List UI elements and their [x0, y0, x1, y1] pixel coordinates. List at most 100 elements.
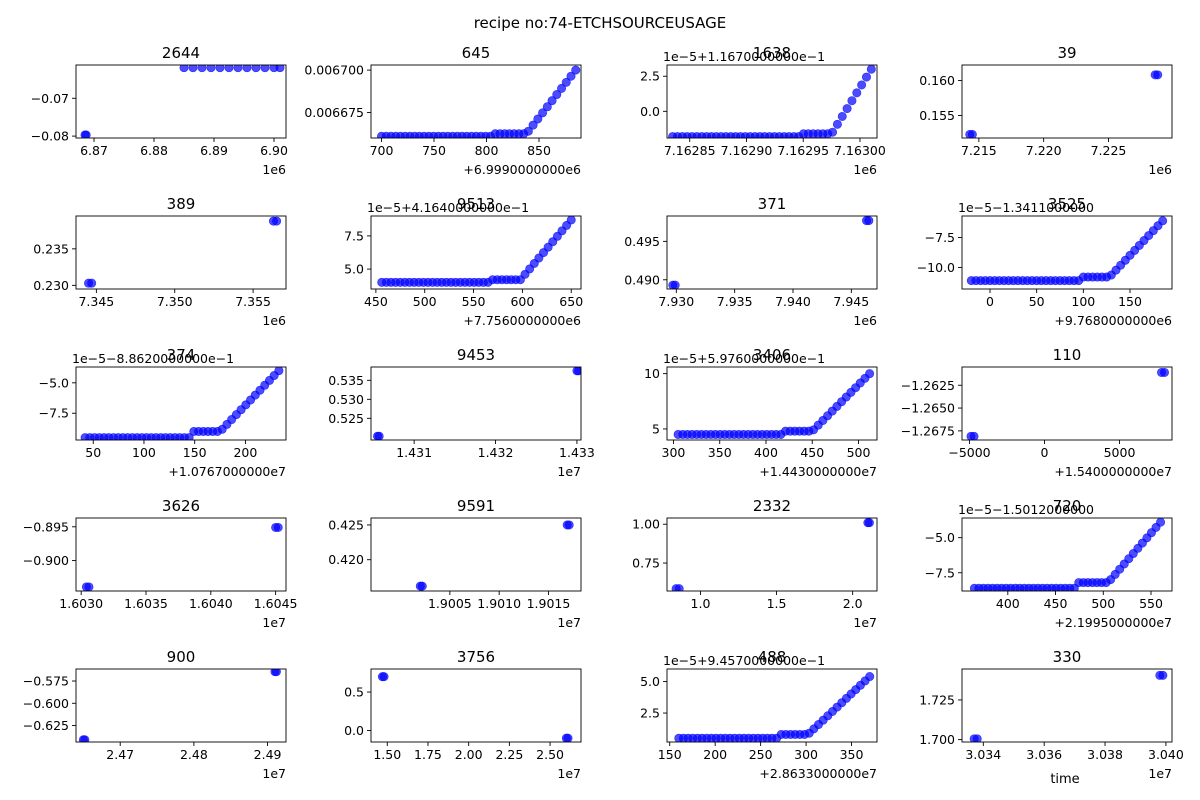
x-tick-label: 3.040 — [1148, 747, 1184, 762]
x-tick-label: 1.6045 — [254, 596, 298, 611]
x-tick-label: 7.16295 — [777, 143, 829, 158]
data-point — [561, 77, 571, 87]
data-point — [864, 216, 874, 226]
data-point — [967, 129, 977, 138]
data-points — [377, 672, 573, 742]
data-points — [84, 216, 282, 288]
data-point — [215, 65, 225, 73]
y-tick-label: −0.625 — [23, 718, 69, 733]
plot-frame — [370, 366, 582, 441]
x-tick-label: 3.036 — [1026, 747, 1062, 762]
x-offset-label: 1e6 — [853, 313, 877, 328]
y-tick-label: 0.0 — [640, 104, 660, 119]
y-tick-label: −0.07 — [31, 91, 69, 106]
data-point — [528, 120, 538, 130]
x-tick-label: 7.16285 — [664, 143, 716, 158]
data-point — [87, 278, 97, 288]
subplot-title: 9591 — [457, 497, 495, 515]
y-tick-label: 5.0 — [344, 262, 364, 277]
subplot-title: 371 — [758, 195, 787, 213]
subplot-title: 374 — [167, 346, 196, 364]
data-point — [566, 71, 576, 81]
y-tick-label: −7.5 — [925, 565, 955, 580]
x-tick-label: 150 — [658, 747, 682, 762]
y-tick-label: −7.5 — [39, 406, 69, 421]
x-tick-label: 300 — [662, 445, 686, 460]
subplot-title: 720 — [1053, 497, 1082, 515]
y-tick-label: 0.490 — [624, 272, 660, 287]
subplot-title: 2332 — [753, 497, 791, 515]
plot-frame — [961, 668, 1173, 743]
plot-frame — [666, 215, 878, 290]
x-tick-label: 7.225 — [1091, 143, 1127, 158]
x-tick-label: 1.0 — [691, 596, 711, 611]
subplot-title: 110 — [1053, 346, 1082, 364]
x-tick-label: 7.930 — [658, 294, 694, 309]
x-tick-label: 2.48 — [180, 747, 208, 762]
x-offset-label: 1e7 — [1148, 766, 1172, 781]
data-point — [861, 72, 871, 82]
x-tick-label: 50 — [85, 445, 101, 460]
x-tick-label: 2.0 — [843, 596, 863, 611]
data-points — [966, 216, 1168, 286]
subplot-title: 900 — [167, 648, 196, 666]
x-tick-label: 300 — [794, 747, 818, 762]
subplot-3756: 3756 1.50 1.75 2.00 2.25 2.50 0.5 0.0 1e7 — [344, 648, 582, 781]
x-tick-label: 500 — [1091, 596, 1115, 611]
data-point — [84, 582, 94, 591]
x-tick-label: 1.6030 — [59, 596, 103, 611]
x-offset-label: 1e6 — [1148, 162, 1172, 177]
x-tick-label: 7.345 — [78, 294, 114, 309]
plot-frame — [666, 64, 878, 139]
plot-frame — [961, 215, 1173, 290]
data-points — [668, 216, 874, 289]
x-offset-label: 1e6 — [262, 162, 286, 177]
y-offset-label: 1e−5+1.1670000000e−1 — [663, 49, 825, 64]
data-point — [563, 733, 573, 742]
data-point — [533, 114, 543, 124]
plot-frame — [75, 215, 287, 290]
data-points — [373, 367, 581, 440]
x-tick-label: 2.47 — [106, 747, 134, 762]
x-tick-label: 750 — [422, 143, 446, 158]
data-point — [1160, 367, 1170, 377]
x-tick-label: 1.9015 — [527, 596, 571, 611]
subplot-title: 3525 — [1048, 195, 1086, 213]
data-point — [670, 280, 680, 289]
x-tick-label: 6.88 — [140, 143, 168, 158]
plot-frame — [75, 517, 287, 592]
x-offset-label: 1e7 — [262, 766, 286, 781]
data-point — [571, 65, 581, 75]
x-tick-label: 500 — [413, 294, 437, 309]
y-tick-label: 0.5 — [344, 685, 364, 700]
x-tick-label: 50 — [1029, 294, 1045, 309]
data-point — [1153, 70, 1163, 80]
x-tick-label: 0 — [1041, 445, 1049, 460]
data-point — [273, 522, 283, 532]
x-offset-label: 1e6 — [262, 313, 286, 328]
x-tick-label: 250 — [749, 747, 773, 762]
subplot-110: 110 −5000 0 5000 −1.2625 −1.2650 −1.2675 +1.540… — [901, 346, 1173, 479]
x-tick-label: 5000 — [1104, 445, 1136, 460]
y-tick-label: 0.425 — [328, 517, 364, 532]
y-tick-label: 5 — [652, 421, 660, 436]
x-tick-label: 600 — [510, 294, 534, 309]
x-tick-label: 3.038 — [1087, 747, 1123, 762]
data-point — [1158, 216, 1168, 226]
data-points — [377, 216, 576, 287]
x-tick-label: 6.89 — [200, 143, 228, 158]
x-tick-label: 7.16290 — [721, 143, 773, 158]
x-tick-label: −5000 — [948, 445, 990, 460]
x-tick-label: 1.50 — [373, 747, 401, 762]
y-tick-label: 0.160 — [919, 73, 955, 88]
x-tick-label: 550 — [1139, 596, 1163, 611]
x-offset-label: 1e7 — [557, 615, 581, 630]
data-point — [866, 65, 876, 74]
x-offset-label: +9.7680000000e6 — [1054, 313, 1172, 328]
data-point — [233, 65, 243, 73]
x-tick-label: 3.034 — [965, 747, 1001, 762]
x-tick-label: 7.16300 — [834, 143, 886, 158]
plot-frame — [666, 668, 878, 743]
y-tick-label: 0.495 — [624, 234, 660, 249]
shared-x-axis-label: time — [1050, 772, 1079, 787]
